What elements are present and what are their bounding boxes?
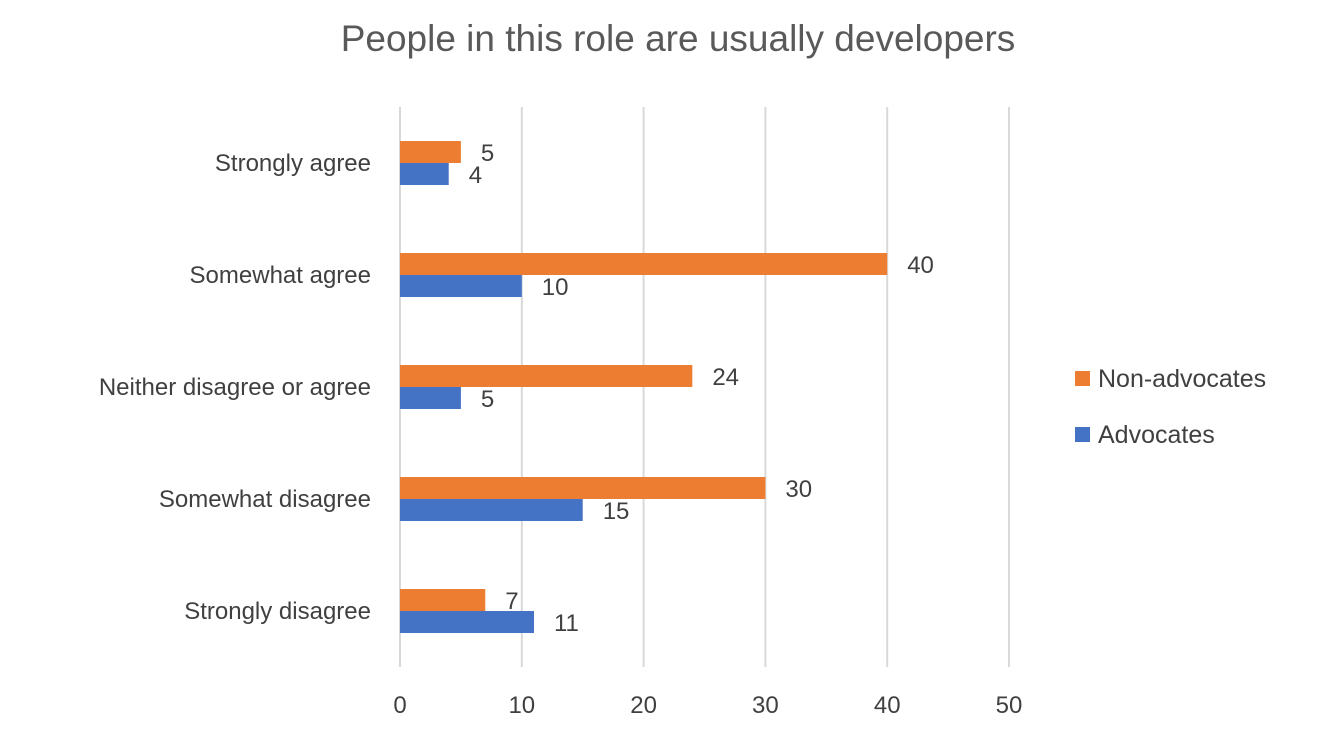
data-label: 10: [542, 274, 569, 301]
category-label: Strongly disagree: [184, 598, 371, 625]
data-label: 11: [554, 610, 579, 637]
legend: Non-advocates Advocates: [1075, 365, 1266, 449]
category-label: Strongly agree: [215, 150, 371, 177]
x-tick-label: 40: [874, 692, 901, 719]
legend-label: Non-advocates: [1098, 365, 1266, 393]
data-label: 7: [505, 588, 518, 615]
data-label: 24: [712, 364, 739, 391]
bar: [400, 499, 583, 521]
x-tick-labels: 0 10 20 30 40 50: [393, 692, 1022, 719]
data-label: 4: [469, 162, 482, 189]
x-tick-label: 30: [752, 692, 779, 719]
bar: [400, 365, 693, 387]
data-label: 5: [481, 140, 494, 167]
category-label: Neither disagree or agree: [99, 374, 371, 401]
category-label: Somewhat agree: [190, 262, 371, 289]
bar: [400, 253, 888, 275]
x-tick-label: 10: [508, 692, 535, 719]
data-label: 30: [785, 476, 812, 503]
bar: [400, 275, 522, 297]
data-label: 5: [481, 386, 494, 413]
category-label: Somewhat disagree: [159, 486, 371, 513]
data-labels: 5 40 24 30 7 4 10 5 15 11: [469, 140, 934, 637]
legend-label: Advocates: [1098, 421, 1215, 449]
x-tick-label: 20: [630, 692, 657, 719]
legend-swatch: [1075, 371, 1090, 386]
data-label: 40: [907, 252, 934, 279]
data-label: 15: [603, 498, 630, 525]
legend-swatch: [1075, 427, 1090, 442]
bar: [400, 387, 461, 409]
bar: [400, 589, 486, 611]
category-labels: Strongly agree Somewhat agree Neither disa…: [99, 150, 371, 625]
bar: [400, 611, 534, 633]
bar: [400, 163, 449, 185]
x-tick-label: 50: [996, 692, 1023, 719]
bar: [400, 477, 766, 499]
chart-title: People in this role are usually develope…: [340, 18, 1016, 59]
bars: [400, 141, 888, 633]
bar: [400, 141, 461, 163]
x-tick-label: 0: [393, 692, 406, 719]
